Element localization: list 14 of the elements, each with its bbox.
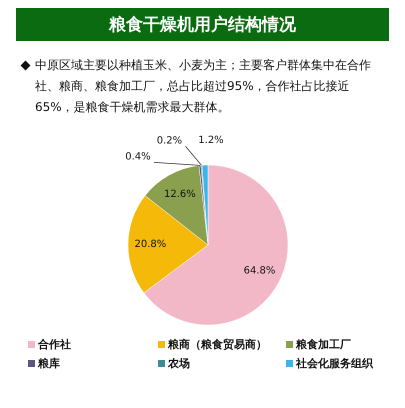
legend-label: 粮商（粮食贸易商）	[168, 337, 267, 352]
chart-title: 粮食干燥机用户结构情况	[16, 8, 389, 41]
legend-label: 社会化服务组织	[296, 356, 373, 371]
legend-label: 合作社	[38, 337, 71, 352]
data-label: 1.2%	[198, 135, 224, 146]
data-label: 0.2%	[156, 135, 182, 146]
legend-label: 粮库	[38, 356, 60, 371]
data-label: 20.8%	[134, 238, 166, 250]
legend-label: 粮食加工厂	[296, 337, 351, 352]
legend-label: 农场	[168, 356, 190, 371]
data-label: 64.8%	[244, 265, 276, 276]
chart-subtitle: 中原区域主要以种植玉米、小麦为主；主要客户群体集中在合作社、粮商、粮食加工厂，总占比超过95%，合作社占比接近65%，是粮食干燥机需求最大群体。	[35, 57, 372, 116]
data-label: 0.4%	[125, 151, 151, 162]
data-label: 12.6%	[164, 189, 196, 200]
